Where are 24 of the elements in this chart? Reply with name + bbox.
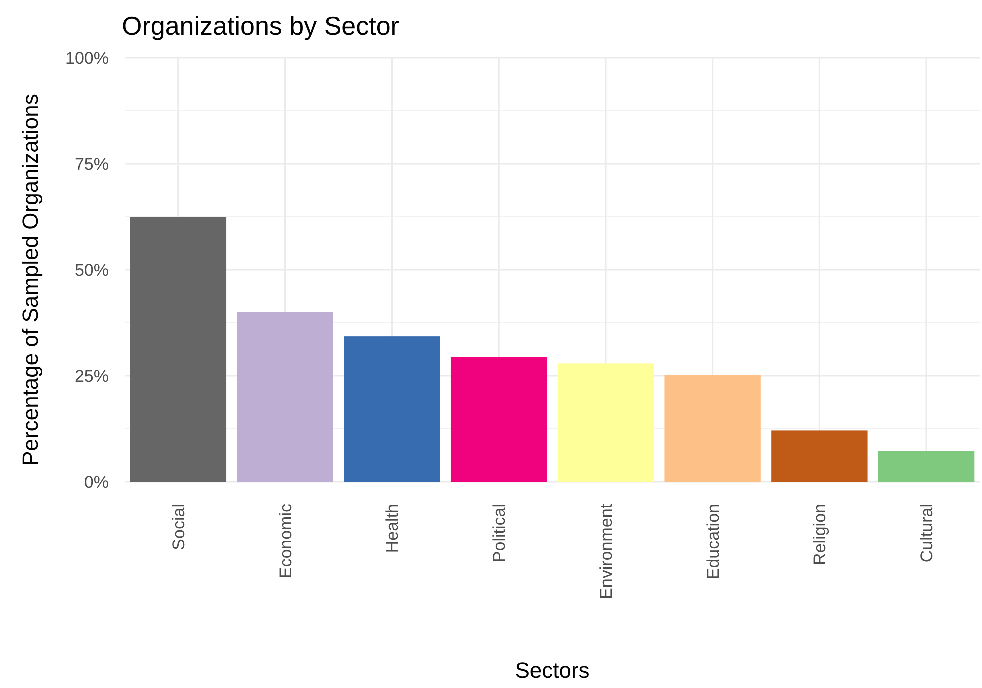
x-axis-title: Sectors: [515, 658, 590, 683]
x-tick-label: Health: [383, 504, 402, 554]
y-tick-label: 0%: [84, 472, 109, 492]
x-tick-label: Economic: [276, 504, 296, 579]
bar: [558, 364, 654, 482]
bar: [772, 430, 868, 482]
x-tick-label: Environment: [596, 504, 616, 600]
y-axis-title: Percentage of Sampled Organizations: [18, 94, 43, 466]
chart-title: Organizations by Sector: [122, 11, 400, 41]
bar: [344, 336, 440, 482]
bar: [878, 451, 975, 482]
y-tick-label: 75%: [74, 154, 109, 174]
x-tick-label: Religion: [810, 504, 830, 566]
x-tick-label: Education: [704, 504, 723, 580]
y-tick-label: 100%: [66, 48, 109, 68]
x-tick-label: Cultural: [918, 504, 937, 563]
bar: [450, 357, 548, 482]
x-tick-label: Political: [490, 504, 510, 563]
bar: [664, 375, 761, 482]
bar: [237, 312, 334, 482]
x-tick-label: Social: [169, 504, 188, 550]
y-tick-label: 50%: [74, 260, 109, 280]
bar: [130, 217, 227, 482]
y-tick-label: 25%: [74, 366, 109, 386]
